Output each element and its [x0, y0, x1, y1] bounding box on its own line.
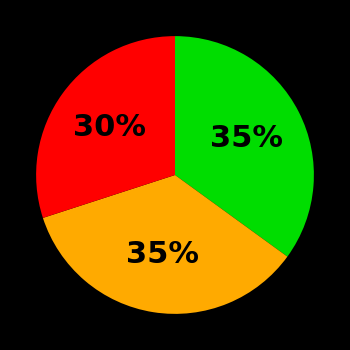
Text: 35%: 35%	[126, 240, 199, 269]
Text: 30%: 30%	[74, 113, 146, 142]
Text: 35%: 35%	[210, 124, 283, 153]
Wedge shape	[43, 175, 287, 314]
Wedge shape	[175, 36, 314, 257]
Wedge shape	[36, 36, 175, 218]
